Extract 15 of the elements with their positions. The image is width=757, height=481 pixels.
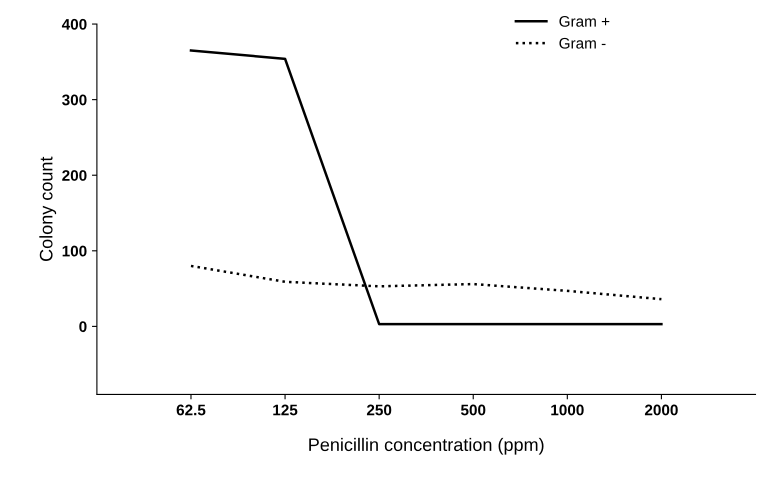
x-tick-label: 62.5 (176, 404, 206, 416)
x-tick-label: 125 (273, 404, 298, 416)
x-tick-label: 500 (460, 404, 486, 416)
legend-label: Gram + (559, 16, 610, 27)
x-axis-title: Penicillin concentration (ppm) (309, 438, 544, 455)
y-tick-label: 300 (62, 94, 87, 106)
legend-label: Gram - (559, 38, 606, 49)
x-tick-label: 250 (366, 404, 392, 416)
y-tick-label: 100 (62, 246, 87, 256)
x-tick-label: 2000 (644, 404, 678, 416)
x-tick-label: 1000 (551, 404, 584, 416)
y-axis-title: Colony count (39, 156, 56, 262)
y-tick-label: 200 (62, 170, 87, 181)
y-tick-label: 0 (79, 321, 87, 332)
y-tick-label: 400 (62, 18, 87, 30)
